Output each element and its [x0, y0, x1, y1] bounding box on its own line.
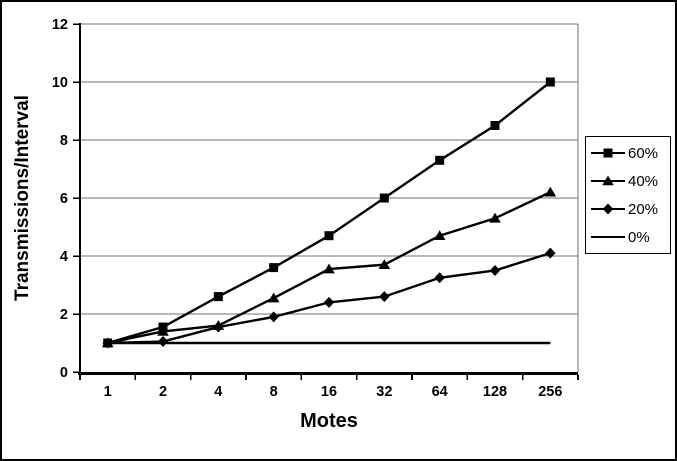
y-tick-label-12: 12	[52, 17, 68, 33]
legend-label-40pct: 40%	[628, 172, 659, 190]
y-tick-label-2: 2	[60, 307, 68, 323]
marker-20pct-128	[489, 265, 501, 276]
marker-60pct-2	[158, 322, 168, 332]
legend: 60% 40% 20% 0%	[585, 136, 671, 254]
x-tick-label-4: 4	[214, 384, 222, 400]
y-tick-label-4: 4	[60, 249, 68, 265]
x-tick-label-16: 16	[321, 384, 337, 400]
x-tick-label-256: 256	[538, 384, 562, 400]
legend-triangle-icon	[591, 175, 625, 186]
marker-60pct-32	[379, 193, 389, 203]
legend-label-20pct: 20%	[628, 200, 659, 218]
legend-label-0pct: 0%	[628, 228, 650, 246]
marker-40pct-32	[378, 259, 391, 269]
legend-item-40pct: 40%	[586, 167, 670, 195]
marker-20pct-256	[545, 247, 556, 259]
y-tick-label-0: 0	[60, 365, 68, 381]
marker-20pct-2	[157, 336, 169, 348]
legend-item-20pct: 20%	[586, 195, 670, 223]
marker-60pct-256	[545, 77, 555, 87]
x-tick-label-128: 128	[483, 384, 507, 400]
legend-square-icon	[591, 148, 625, 158]
marker-60pct-64	[435, 155, 445, 165]
marker-20pct-32	[379, 291, 390, 303]
x-tick-label-32: 32	[376, 384, 392, 400]
marker-20pct-64	[434, 272, 445, 284]
marker-60pct-128	[490, 121, 500, 130]
marker-60pct-16	[324, 231, 334, 241]
legend-item-60pct: 60%	[586, 139, 670, 167]
y-axis-title: Transmissions/Interval	[12, 95, 33, 301]
marker-60pct-4	[213, 292, 223, 302]
legend-item-0pct: 0%	[586, 223, 670, 251]
legend-label-60pct: 60%	[628, 144, 659, 162]
marker-20pct-8	[268, 311, 279, 323]
marker-40pct-4	[212, 320, 225, 330]
y-tick-label-6: 6	[60, 191, 68, 207]
x-tick-label-1: 1	[104, 384, 112, 400]
y-tick-label-10: 10	[52, 75, 68, 91]
marker-40pct-16	[323, 263, 335, 274]
x-tick-label-64: 64	[432, 384, 448, 400]
marker-40pct-128	[489, 212, 501, 223]
marker-60pct-8	[269, 263, 279, 273]
marker-40pct-64	[433, 230, 446, 240]
x-axis-title: Motes	[300, 410, 358, 432]
legend-diamond-icon	[591, 203, 625, 215]
marker-40pct-8	[267, 292, 280, 303]
marker-20pct-16	[323, 296, 335, 308]
legend-line-icon	[591, 236, 625, 238]
x-tick-label-8: 8	[270, 384, 278, 400]
y-tick-label-8: 8	[60, 133, 68, 149]
marker-40pct-256	[544, 186, 557, 197]
x-tick-label-2: 2	[159, 384, 167, 400]
marker-60pct-1	[103, 338, 113, 348]
